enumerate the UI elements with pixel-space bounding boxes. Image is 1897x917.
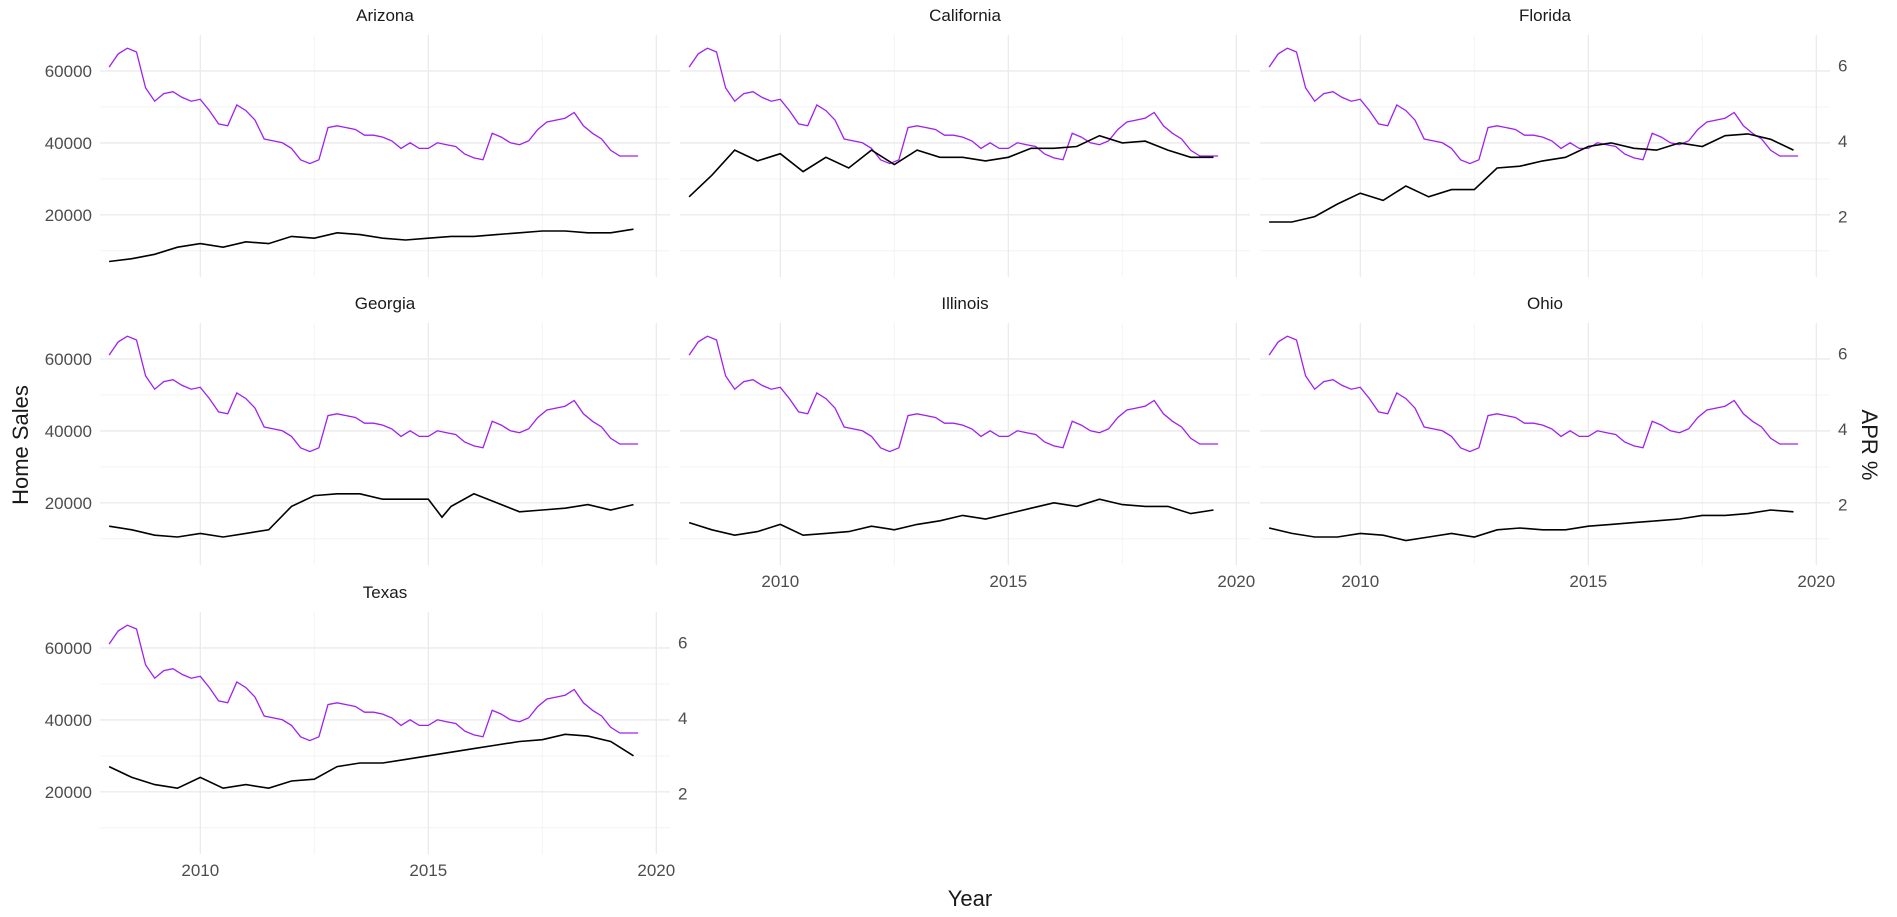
home-sales-line (688, 498, 1214, 537)
y-tick-label: 60000 (45, 350, 92, 369)
x-tick-label: 2010 (1341, 572, 1379, 591)
y2-axis-title: APR % (1857, 410, 1882, 481)
x-tick-label: 2015 (1569, 572, 1607, 591)
y-tick-label: 20000 (45, 783, 92, 802)
panel-texas: Texas 20000 40000 60000 2 4 6 2010 2015 2020 (45, 583, 688, 880)
x-tick-label: 2010 (181, 861, 219, 880)
y-tick-label: 20000 (45, 494, 92, 513)
apr-line (1268, 335, 1799, 453)
home-sales-line (108, 733, 634, 790)
facet-title: Florida (1519, 6, 1572, 25)
y2-tick-label: 6 (1838, 344, 1847, 363)
facet-title: Illinois (941, 294, 988, 313)
apr-line (108, 47, 639, 165)
x-tick-label: 2010 (761, 572, 799, 591)
y2-tick-label: 2 (678, 785, 687, 804)
apr-line (1268, 47, 1799, 165)
x-tick-label: 2015 (989, 572, 1027, 591)
apr-line (688, 47, 1219, 165)
y2-tick-label: 2 (1838, 208, 1847, 227)
y2-tick-label: 4 (678, 709, 687, 728)
x-tick-label: 2015 (409, 861, 447, 880)
home-sales-line (108, 492, 634, 538)
y-tick-label: 40000 (45, 422, 92, 441)
home-sales-line (109, 228, 634, 263)
y2-tick-label: 6 (678, 633, 687, 652)
home-sales-line (1269, 133, 1794, 223)
y-tick-label: 40000 (45, 134, 92, 153)
y2-tick-label: 4 (1838, 132, 1847, 151)
apr-line (108, 335, 639, 453)
x-tick-label: 2020 (637, 861, 675, 880)
apr-line (688, 335, 1219, 453)
y-tick-label: 60000 (45, 639, 92, 658)
x-tick-label: 2020 (1797, 572, 1835, 591)
panel-georgia: Georgia 20000 40000 60000 (45, 294, 670, 565)
y2-tick-label: 6 (1838, 56, 1847, 75)
home-sales-line (688, 134, 1214, 198)
panel-illinois: Illinois 2010 2015 2020 (680, 294, 1255, 591)
facet-title: Arizona (356, 6, 414, 25)
facet-title: California (929, 6, 1001, 25)
panel-california: California (680, 6, 1250, 277)
panel-florida: Florida 2 4 6 (1260, 6, 1847, 277)
apr-line (108, 624, 639, 742)
y-tick-label: 60000 (45, 62, 92, 81)
y2-tick-label: 2 (1838, 496, 1847, 515)
panel-arizona: Arizona 20000 40000 60000 (45, 6, 670, 277)
y-axis-title: Home Sales (8, 385, 33, 505)
home-sales-line (1268, 509, 1794, 542)
facet-title: Georgia (355, 294, 416, 313)
panel-ohio: Ohio 2 4 6 2010 2015 2020 (1260, 294, 1847, 591)
facet-title: Ohio (1527, 294, 1563, 313)
y2-tick-label: 4 (1838, 420, 1847, 439)
y-tick-label: 40000 (45, 711, 92, 730)
y-tick-label: 20000 (45, 206, 92, 225)
x-axis-title: Year (948, 886, 992, 911)
facet-title: Texas (363, 583, 407, 602)
x-tick-label: 2020 (1217, 572, 1255, 591)
